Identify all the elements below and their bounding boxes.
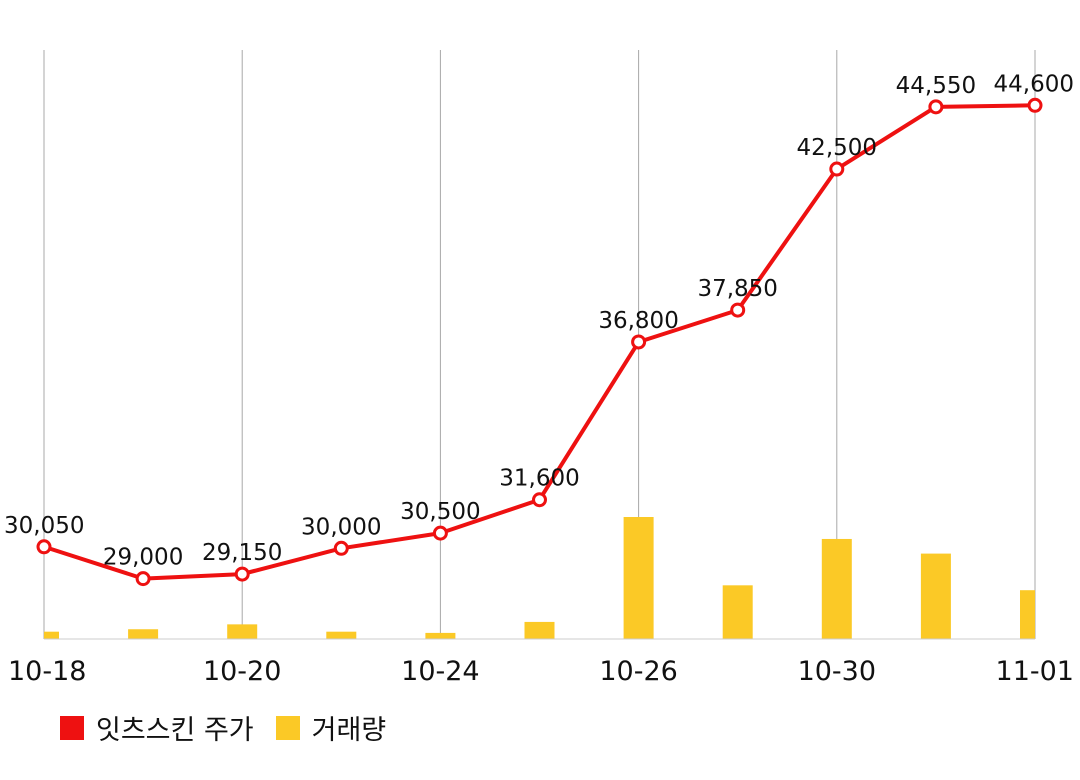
legend: 잇츠스킨 주가 거래량 <box>60 708 408 747</box>
price-point-10-24 <box>432 525 448 541</box>
price-point-10-18 <box>36 539 52 555</box>
legend-label-price: 잇츠스킨 주가 <box>96 715 254 746</box>
legend-swatch-volume <box>275 715 300 740</box>
volume-bars <box>44 517 1035 639</box>
price-line <box>43 103 1036 581</box>
price-points <box>36 97 1043 587</box>
price-point-11-01 <box>1027 97 1043 113</box>
price-point-10-30 <box>829 161 845 177</box>
price-label-10-18: 30,050 <box>4 513 84 539</box>
volume-bar-11-01 <box>1020 590 1035 639</box>
price-point-10-26 <box>631 334 647 350</box>
price-point-10-23 <box>333 540 349 556</box>
price-label-10-27: 37,850 <box>697 276 777 302</box>
legend-swatch-price <box>60 715 84 740</box>
x-tick-10-26: 10-26 <box>599 656 677 687</box>
volume-bar-10-25 <box>524 621 555 639</box>
price-label-10-19: 29,000 <box>103 545 183 571</box>
price-label-10-31: 44,550 <box>896 73 976 99</box>
volume-bar-10-18 <box>44 631 59 639</box>
volume-bar-10-24 <box>425 632 456 639</box>
x-tick-10-30: 10-30 <box>798 656 876 687</box>
volume-bar-10-20 <box>227 624 258 639</box>
price-label-11-01: 44,600 <box>994 71 1074 97</box>
stock-chart: 30,050 29,000 29,150 30,000 30,500 31,600 36,8… <box>4 50 1074 687</box>
price-label-10-24: 30,500 <box>400 499 480 525</box>
legend-item-volume: 거래량 <box>275 708 387 747</box>
price-point-10-27 <box>730 302 746 318</box>
volume-bar-10-30 <box>821 538 852 639</box>
legend-label-volume: 거래량 <box>311 715 387 746</box>
x-tick-10-20: 10-20 <box>203 656 281 687</box>
price-label-10-26: 36,800 <box>598 308 678 334</box>
volume-bar-10-23 <box>326 631 357 639</box>
price-point-10-19 <box>135 571 151 587</box>
legend-item-price: 잇츠스킨 주가 <box>60 708 254 747</box>
volume-bar-10-19 <box>128 629 159 639</box>
price-label-10-30: 42,500 <box>797 135 877 161</box>
volume-bar-10-31 <box>920 553 951 639</box>
price-point-10-20 <box>234 566 250 582</box>
volume-bar-10-26 <box>623 517 654 639</box>
price-label-10-20: 29,150 <box>202 540 282 566</box>
price-label-10-23: 30,000 <box>301 514 381 540</box>
price-label-10-25: 31,600 <box>499 466 579 492</box>
x-tick-10-24: 10-24 <box>401 656 479 687</box>
x-tick-labels: 10-18 10-20 10-24 10-26 10-30 11-01 <box>8 656 1074 687</box>
price-labels: 30,050 29,000 29,150 30,000 30,500 31,600 36,8… <box>4 71 1074 570</box>
volume-bar-10-27 <box>722 585 753 639</box>
price-series-line <box>43 103 1036 581</box>
price-point-10-31 <box>928 99 944 115</box>
x-tick-10-18: 10-18 <box>8 656 86 687</box>
price-point-10-25 <box>532 492 547 508</box>
x-tick-11-01: 11-01 <box>996 656 1074 687</box>
